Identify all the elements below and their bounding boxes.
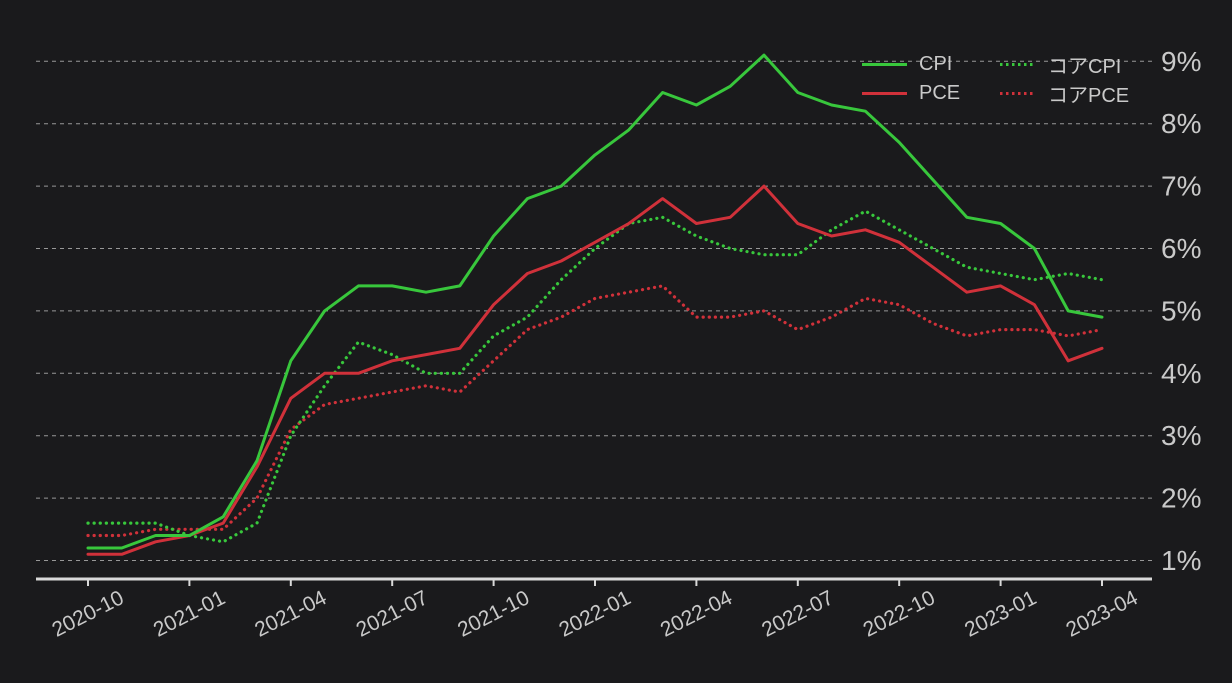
legend-label-core-pce: コアPCE: [1048, 85, 1130, 107]
y-tick-label: 2%: [1161, 483, 1201, 514]
x-tick-label: 2021-10: [454, 586, 533, 641]
legend-item-core-cpi[interactable]: コアCPI: [1000, 50, 1129, 79]
series-lines: [86, 53, 1104, 556]
legend: CPI PCE コアCPI コアPCE: [862, 50, 1129, 108]
x-axis: [36, 577, 1152, 586]
cpi-line-sample: [862, 63, 907, 66]
legend-label-pce: PCE: [919, 82, 961, 104]
x-tick-label: 2022-04: [657, 586, 736, 642]
x-tick-label: 2021-04: [251, 586, 330, 642]
y-tick-label: 3%: [1161, 420, 1201, 451]
y-tick-label: 5%: [1161, 295, 1201, 326]
core-pce-line-sample: [1000, 92, 1036, 95]
gridlines: [36, 60, 1152, 561]
x-tick-label: 2020-10: [48, 586, 127, 641]
series-line-PCE[interactable]: [86, 184, 1104, 556]
series-line-コアCPI[interactable]: [86, 209, 1104, 544]
x-axis-labels: 2020-10 2021-01 2021-04 2021-07 2021-10 2022-…: [48, 586, 1141, 642]
x-tick-label: 2022-10: [860, 586, 939, 641]
y-tick-label: 7%: [1161, 171, 1201, 202]
y-tick-label: 9%: [1161, 46, 1201, 77]
legend-item-cpi[interactable]: CPI: [862, 50, 1000, 79]
x-tick-label: 2021-07: [353, 586, 432, 641]
x-tick-label: 2022-01: [555, 586, 634, 641]
pce-line-sample: [862, 92, 907, 95]
x-tick-label: 2023-04: [1062, 586, 1141, 642]
x-tick-label: 2021-01: [150, 586, 229, 641]
legend-label-cpi: CPI: [919, 53, 953, 75]
y-tick-label: 4%: [1161, 358, 1201, 389]
series-line-コアPCE[interactable]: [86, 284, 1104, 538]
core-cpi-line-sample: [1000, 63, 1036, 66]
y-axis-labels: 1% 2% 3% 4% 5% 6% 7% 8% 9%: [1161, 46, 1201, 576]
y-tick-label: 1%: [1161, 545, 1201, 576]
legend-label-core-cpi: コアCPI: [1048, 56, 1122, 78]
y-tick-label: 8%: [1161, 108, 1201, 139]
x-tick-label: 2022-07: [758, 586, 837, 641]
legend-item-core-pce[interactable]: コアPCE: [1000, 79, 1129, 108]
x-tick-label: 2023-01: [961, 586, 1040, 641]
series-line-CPI[interactable]: [86, 53, 1104, 550]
y-tick-label: 6%: [1161, 233, 1201, 264]
legend-item-pce[interactable]: PCE: [862, 79, 1000, 108]
